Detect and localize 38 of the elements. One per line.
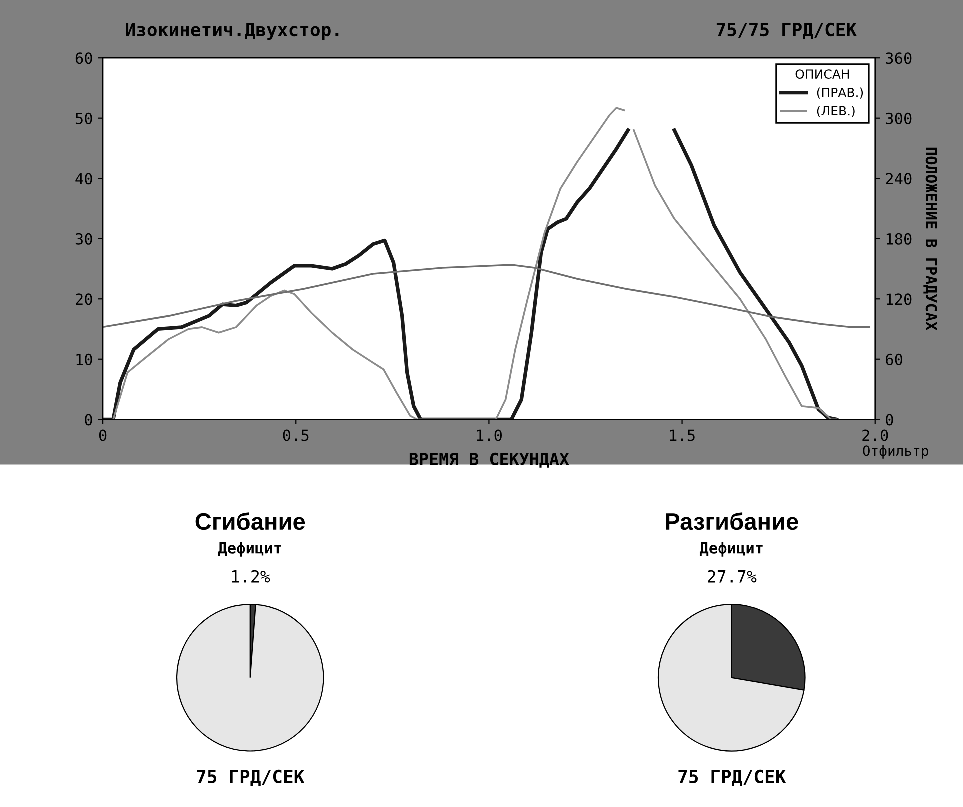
- y-tick-label: 60: [76, 52, 92, 64]
- y-tick-label: 0: [85, 414, 92, 426]
- y-tick-label: 30: [76, 233, 92, 245]
- legend-title: ОПИСАН: [796, 70, 850, 80]
- text: 75 ГРД/СЕК: [678, 770, 786, 786]
- y2-tick-label: 120: [886, 294, 912, 306]
- data-label: 1.2%: [232, 570, 270, 583]
- line-series: [103, 264, 870, 328]
- y-tick-label: 40: [76, 173, 92, 185]
- y-tick-label: 10: [76, 354, 92, 366]
- x-tick-label: 2.0: [862, 430, 888, 442]
- y2-tick-label: 60: [886, 354, 902, 366]
- x-tick-label: 0: [99, 430, 107, 442]
- chart-subtitle: Дефицит: [700, 542, 763, 557]
- text: 75 ГРД/СЕК: [197, 770, 305, 786]
- y-tick-label: 50: [76, 112, 92, 124]
- legend-label: (ПРАВ.): [817, 88, 864, 99]
- y2-axis-title: ПОЛОЖЕНИЕ В ГРАДУСАХ: [924, 148, 938, 331]
- text: Отфильтр: [863, 445, 928, 459]
- x-tick-label: 1.0: [477, 430, 502, 442]
- y2-tick-label: 240: [886, 173, 912, 185]
- pie-slice: [176, 604, 324, 752]
- x-tick-label: 1.5: [670, 430, 695, 442]
- y2-tick-label: 360: [886, 52, 912, 64]
- chart-subtitle: 75/75 ГРД/СЕК: [716, 22, 858, 40]
- y2-tick-label: 180: [886, 233, 912, 245]
- chart-subtitle: Дефицит: [218, 542, 282, 557]
- pie-slice: [658, 604, 805, 752]
- y-tick-label: 20: [76, 294, 92, 306]
- x-tick-label: 0.5: [283, 430, 309, 442]
- legend-label: (ЛЕВ.): [817, 106, 855, 118]
- y2-tick-label: 300: [886, 112, 912, 124]
- chart-title: Разгибание: [666, 512, 798, 530]
- data-label: 27.7%: [708, 570, 757, 583]
- x-axis-title: ВРЕМЯ В СЕКУНДАХ: [410, 452, 570, 468]
- y2-tick-label: 0: [886, 414, 894, 426]
- chart-title: Изокинетич.Двухстор.: [126, 23, 339, 40]
- chart-title: Сгибание: [196, 512, 306, 530]
